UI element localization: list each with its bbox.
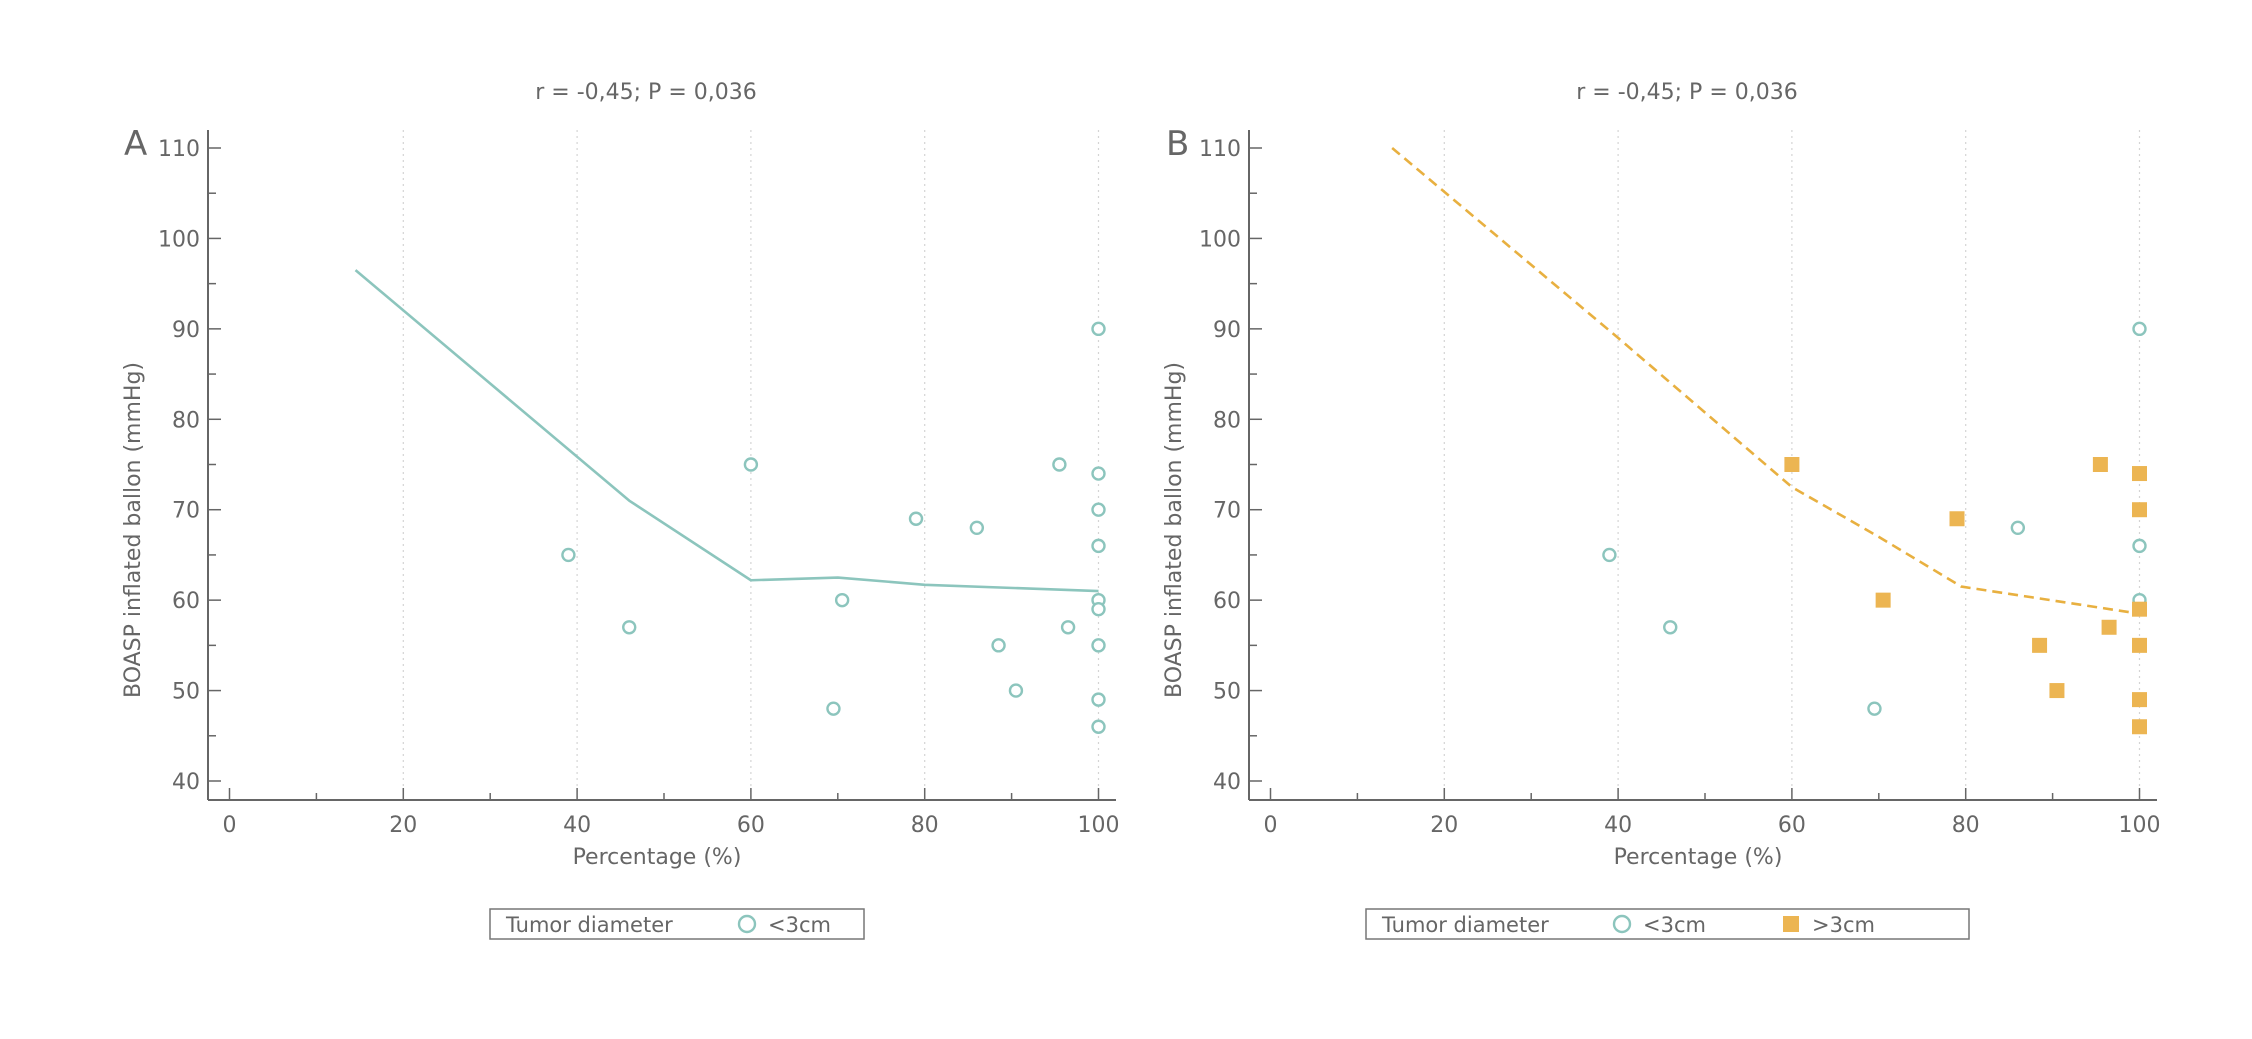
panel-b-y-tick-label: 110 [1199,137,1241,162]
panel-b-legend-label: >3cm [1812,913,1875,937]
panel-b-data-point-square [2092,457,2108,472]
panel-a-y-tick-label: 80 [172,408,200,433]
panel-b-legend-label: <3cm [1643,913,1706,937]
panel-a-data-point-circle [1091,719,1106,734]
panel-a-x-tick-label: 40 [563,813,591,838]
panel-a-data-point-circle [1091,466,1106,481]
panel-b-data-point-square [2101,619,2117,635]
panel-a-x-tick-label: 80 [911,813,939,838]
panel-a-data-point-circle [908,511,924,526]
panel-a-letter: A [124,124,147,164]
panel-b-y-tick-label: 70 [1213,499,1241,524]
panel-a-data-point-circle [1091,601,1106,617]
panel-b-data-point-square [2132,692,2147,708]
panel-a-title: r = -0,45; P = 0,036 [535,80,756,105]
panel-a-data-point-circle [1060,620,1076,635]
panel-a-data-point-circle [1091,692,1106,707]
panel-a-data-point-circle [561,547,576,563]
panel-a-data-point-circle [834,592,850,608]
panel-a-data-point-circle [1008,683,1024,698]
panel-b-y-tick-label: 90 [1213,318,1241,343]
panel-b-data-point-square [2132,601,2147,617]
panel-a-y-tick-label: 40 [172,770,200,795]
panel-b-x-tick-label: 80 [1952,813,1980,838]
panel-a-x-tick-label: 60 [737,813,765,838]
panel-b-data-point-circle [1602,547,1617,563]
panel-a-legend-marker-circle [737,914,757,934]
panel-b-y-tick-label: 80 [1213,408,1241,433]
panel-a-data-point-circle [1091,638,1106,653]
panel-a-y-tick-label: 60 [172,589,200,614]
panel-b-data-point-square [2132,637,2147,653]
panel-a-y-tick-label: 90 [172,318,200,343]
panel-b-x-tick-label: 0 [1264,813,1278,838]
panel-a-legend-title: Tumor diameter [505,913,673,937]
panel-b-x-axis-label: Percentage (%) [1614,845,1783,870]
panel-b-legend-box [1365,908,1970,940]
panel-a-data-point-circle [969,520,985,535]
panel-b-data-point-circle [1867,701,1882,716]
panel-a-x-tick-label: 100 [1078,813,1120,838]
panel-b-data-point-square [2132,466,2147,482]
panel-a-data-point-circle [622,620,637,635]
panel-b-data-point-circle [1663,620,1678,635]
panel-a-y-tick-label: 110 [158,137,200,162]
panel-a-data-point-circle [1091,538,1106,554]
panel-a-legend-box [489,908,865,940]
panel-b-y-tick-label: 100 [1199,227,1241,252]
panel-b-data-point-square [2132,719,2147,735]
panel-b-x-tick-label: 20 [1430,813,1458,838]
panel-b-data-point-square [1949,511,1965,527]
panel-a-x-axis-label: Percentage (%) [573,845,742,870]
panel-b-data-point-circle [2132,538,2147,554]
panel-a-data-point-circle [1052,457,1067,472]
panel-b-data-point-circle [2132,321,2147,337]
panel-b-data-point-square [2132,502,2147,518]
panel-b-x-tick-label: 60 [1778,813,1806,838]
panel-a-data-point-circle [826,701,841,716]
panel-a-data-point-circle [991,638,1006,653]
panel-b-letter: B [1166,124,1189,164]
panel-b-legend-marker-circle [1612,914,1632,934]
panel-b-legend-title: Tumor diameter [1381,913,1549,937]
panel-b-legend-marker-square [1783,916,1799,932]
panel-b-data-point-circle [2010,520,2026,535]
panel-b-y-tick-label: 60 [1213,589,1241,614]
panel-a-data-point-circle [743,457,759,472]
panel-b-data-point-square [2032,637,2048,653]
panel-b-data-point-square [1875,592,1891,608]
panel-a-y-tick-label: 70 [172,499,200,524]
panel-b-y-tick-label: 40 [1213,770,1241,795]
panel-a-y-axis-label: BOASP inflated ballon (mmHg) [121,362,146,698]
panel-b-x-tick-label: 100 [2119,813,2161,838]
panel-b-x-tick-label: 40 [1604,813,1632,838]
panel-a-y-tick-label: 50 [172,680,200,705]
panel-a-fit-line [354,269,1099,593]
panel-a-x-tick-label: 20 [389,813,417,838]
panel-b-data-point-square [2049,683,2065,699]
panel-b-y-tick-label: 50 [1213,680,1241,705]
panel-b-y-axis-label: BOASP inflated ballon (mmHg) [1162,362,1187,698]
panel-a-x-tick-label: 0 [223,813,237,838]
panel-a-data-point-circle [1091,321,1106,337]
panel-a-data-point-circle [1091,502,1106,517]
panel-b-title: r = -0,45; P = 0,036 [1576,80,1797,105]
panel-a-y-tick-label: 100 [158,227,200,252]
panel-b-fit-line [1391,147,2140,615]
panel-b-data-point-square [1784,457,1800,472]
panel-a-legend-label: <3cm [768,913,831,937]
